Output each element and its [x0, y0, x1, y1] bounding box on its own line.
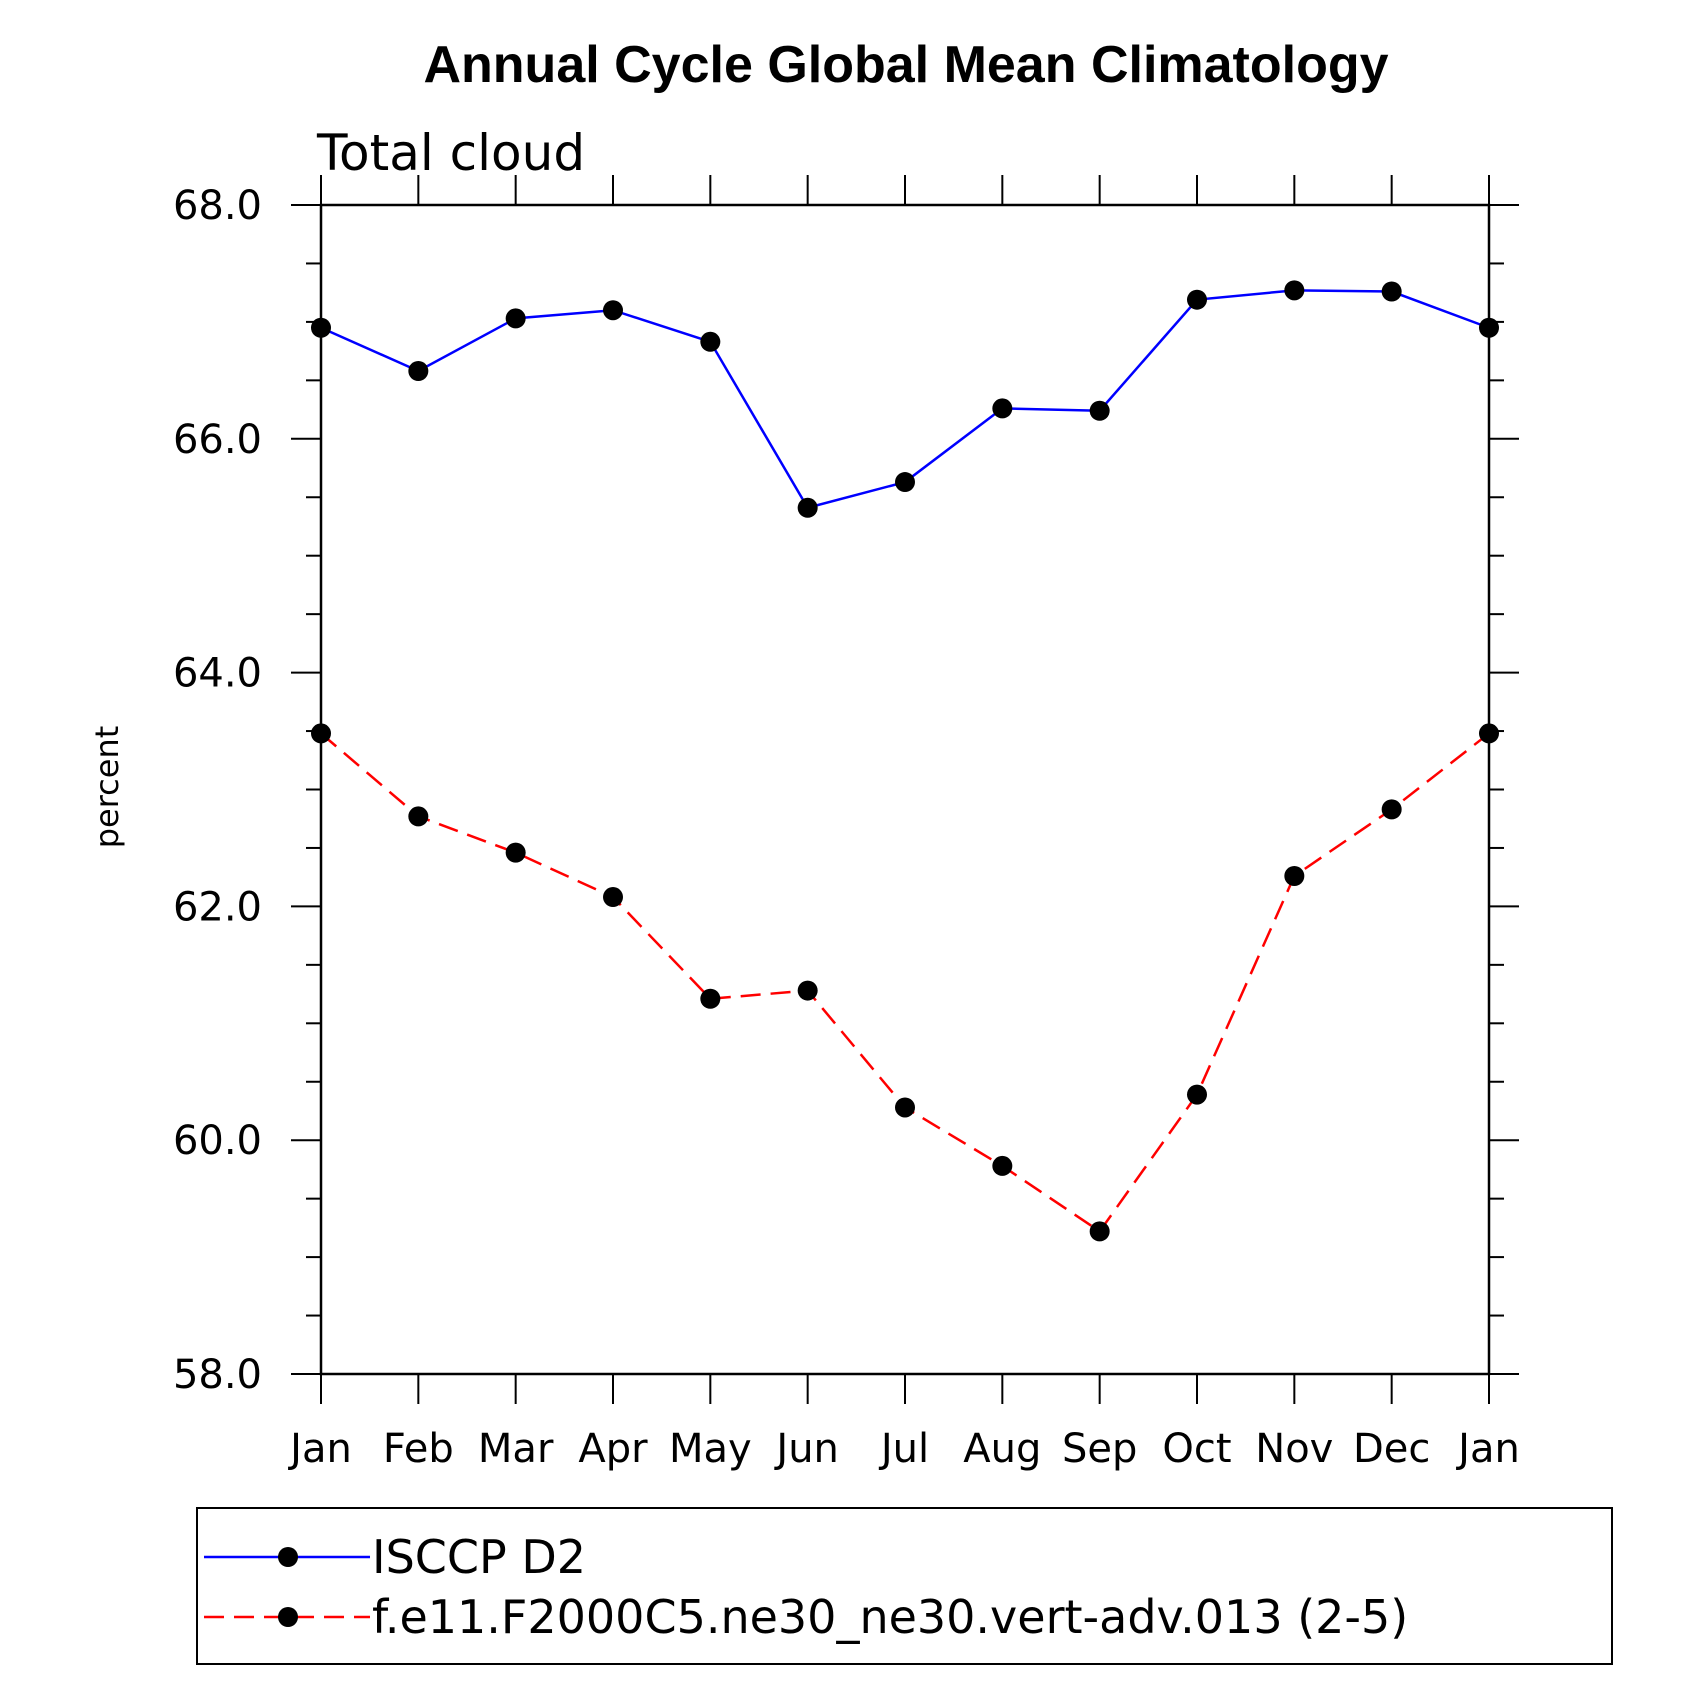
x-tick-label: Apr — [578, 1426, 648, 1472]
data-point-series-2 — [408, 806, 429, 827]
data-point-series-1 — [311, 317, 331, 338]
legend-label-2: f.e11.F2000C5.ne30_ne30.vert-adv.013 (2-… — [372, 1590, 1408, 1644]
data-point-series-2 — [505, 842, 526, 863]
legend: ISCCP D2 f.e11.F2000C5.ne30_ne30.vert-adv… — [196, 1507, 1613, 1665]
y-tick-label: 64.0 — [173, 651, 262, 697]
data-point-series-1 — [895, 472, 915, 493]
data-point-series-2 — [1187, 1084, 1207, 1105]
y-tick-label: 66.0 — [173, 417, 262, 463]
data-point-series-1 — [603, 300, 623, 321]
data-point-series-1 — [1089, 400, 1110, 421]
chart-subtitle: Total cloud — [316, 124, 585, 182]
data-point-series-2 — [700, 988, 721, 1009]
data-point-series-1 — [1479, 317, 1499, 338]
data-point-series-1 — [505, 308, 526, 329]
legend-box — [196, 1507, 1613, 1665]
x-tick-label: Jul — [878, 1426, 929, 1472]
legend-marker-1 — [278, 1547, 298, 1567]
plot-frame — [319, 203, 1491, 1376]
data-point-series-1 — [1284, 280, 1305, 301]
data-point-series-1 — [408, 360, 429, 381]
data-point-series-1 — [700, 331, 721, 352]
data-point-series-2 — [992, 1155, 1013, 1176]
y-tick-label: 58.0 — [173, 1352, 262, 1398]
x-tick-label: Nov — [1255, 1426, 1333, 1472]
x-tick-label: May — [669, 1426, 752, 1472]
data-point-series-1 — [797, 497, 818, 518]
x-tick-label: Aug — [963, 1426, 1041, 1472]
data-point-series-2 — [603, 887, 623, 908]
x-tick-label: Oct — [1162, 1426, 1231, 1472]
x-tick-label: Mar — [478, 1426, 554, 1472]
x-tick-label: Sep — [1062, 1426, 1137, 1472]
legend-label-1: ISCCP D2 — [372, 1530, 586, 1584]
x-tick-label: Feb — [383, 1426, 454, 1472]
legend-marker-2 — [278, 1607, 298, 1627]
data-point-series-1 — [1187, 289, 1207, 310]
data-point-series-2 — [1089, 1221, 1110, 1242]
y-tick-label: 62.0 — [173, 884, 262, 930]
data-point-series-2 — [1284, 866, 1305, 887]
data-point-series-2 — [1479, 723, 1499, 744]
x-tick-label: Jan — [287, 1426, 352, 1472]
x-tick-label: Dec — [1353, 1426, 1430, 1472]
y-tick-label: 60.0 — [173, 1118, 262, 1164]
data-point-series-2 — [895, 1097, 915, 1118]
x-tick-label: Jan — [1455, 1426, 1520, 1472]
data-point-series-2 — [1381, 799, 1402, 820]
data-point-series-1 — [1381, 281, 1402, 302]
data-point-series-2 — [797, 980, 818, 1001]
y-axis-label: percent — [88, 726, 126, 849]
x-tick-label: Jun — [773, 1426, 839, 1472]
plot-axes: 58.0 60.0 62.0 64.0 66.0 68.0 Jan Feb Mar Apr May J… — [173, 175, 1520, 1472]
series-layer — [311, 280, 1499, 1242]
y-tick-label: 68.0 — [173, 183, 262, 229]
series-line-2 — [320, 732, 1490, 1234]
data-point-series-1 — [992, 398, 1013, 419]
data-point-series-2 — [311, 723, 331, 744]
chart-title: Annual Cycle Global Mean Climatology — [423, 36, 1388, 94]
